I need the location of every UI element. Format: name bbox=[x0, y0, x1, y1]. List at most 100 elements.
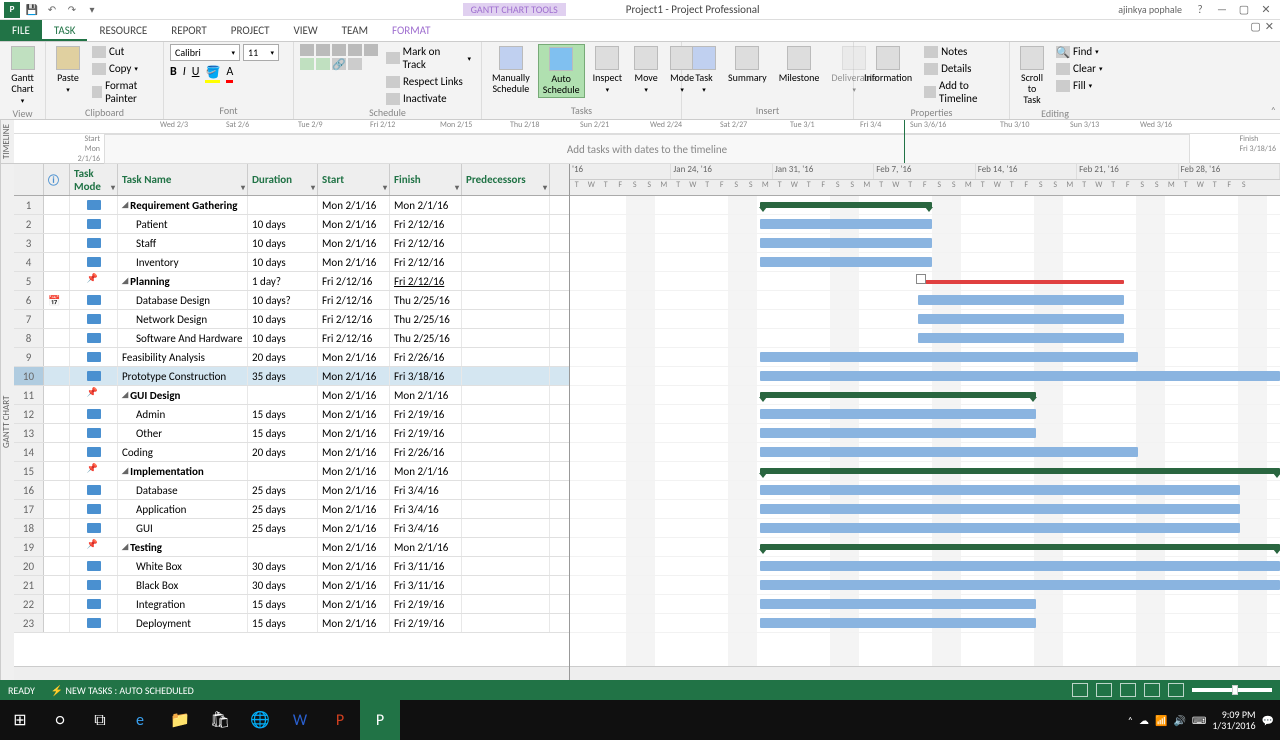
task-bar[interactable] bbox=[760, 447, 1138, 457]
undo-icon[interactable]: ↶ bbox=[44, 2, 60, 18]
task-bar[interactable] bbox=[760, 618, 1036, 628]
powerpoint-icon[interactable]: P bbox=[320, 700, 360, 740]
finish-cell[interactable]: Fri 3/4/16 bbox=[390, 500, 462, 518]
table-row[interactable]: 2Patient10 daysMon 2/1/16Fri 2/12/16 bbox=[14, 215, 569, 234]
row-number[interactable]: 15 bbox=[14, 462, 44, 480]
gantt-row[interactable] bbox=[570, 215, 1280, 234]
tray-volume-icon[interactable]: 🔊 bbox=[1173, 714, 1185, 727]
name-cell[interactable]: Application bbox=[118, 500, 248, 518]
gantt-row[interactable] bbox=[570, 481, 1280, 500]
mode-cell[interactable] bbox=[70, 234, 118, 252]
table-row[interactable]: 17Application25 daysMon 2/1/16Fri 3/4/16 bbox=[14, 500, 569, 519]
start-cell[interactable]: Mon 2/1/16 bbox=[318, 253, 390, 271]
table-row[interactable]: 11◢GUI DesignMon 2/1/16Mon 2/1/16 bbox=[14, 386, 569, 405]
start-cell[interactable]: Fri 2/12/16 bbox=[318, 291, 390, 309]
gantt-row[interactable] bbox=[570, 253, 1280, 272]
gantt-row[interactable] bbox=[570, 405, 1280, 424]
duration-cell[interactable]: 25 days bbox=[248, 481, 318, 499]
finish-cell[interactable]: Mon 2/1/16 bbox=[390, 196, 462, 214]
finish-cell[interactable]: Fri 2/19/16 bbox=[390, 405, 462, 423]
mode-cell[interactable] bbox=[70, 614, 118, 632]
inactivate-button[interactable]: Inactivate bbox=[382, 91, 475, 106]
chrome-icon[interactable]: 🌐 bbox=[240, 700, 280, 740]
task-bar[interactable] bbox=[760, 352, 1138, 362]
row-number[interactable]: 3 bbox=[14, 234, 44, 252]
finish-cell[interactable]: Fri 2/26/16 bbox=[390, 348, 462, 366]
duration-cell[interactable]: 20 days bbox=[248, 348, 318, 366]
name-header[interactable]: Task Name▾ bbox=[118, 164, 248, 195]
finish-cell[interactable]: Fri 3/11/16 bbox=[390, 557, 462, 575]
notes-button[interactable]: Notes bbox=[920, 44, 1003, 59]
pred-cell[interactable] bbox=[462, 215, 550, 233]
start-cell[interactable]: Fri 2/12/16 bbox=[318, 329, 390, 347]
row-number[interactable]: 23 bbox=[14, 614, 44, 632]
finish-cell[interactable]: Mon 2/1/16 bbox=[390, 386, 462, 404]
font-name-select[interactable]: Calibri▾ bbox=[170, 44, 240, 61]
finish-cell[interactable]: Fri 2/19/16 bbox=[390, 595, 462, 613]
qat-dropdown-icon[interactable]: ▾ bbox=[84, 2, 100, 18]
row-number[interactable]: 22 bbox=[14, 595, 44, 613]
table-row[interactable]: 9Feasibility Analysis20 daysMon 2/1/16Fr… bbox=[14, 348, 569, 367]
name-cell[interactable]: ◢Planning bbox=[118, 272, 248, 290]
task-button[interactable]: Task▾ bbox=[688, 44, 720, 96]
summary-bar[interactable] bbox=[760, 468, 1280, 474]
gantt-row[interactable] bbox=[570, 443, 1280, 462]
tray-up-icon[interactable]: ˄ bbox=[1128, 714, 1133, 727]
pct0-button[interactable] bbox=[300, 44, 314, 56]
tab-team[interactable]: TEAM bbox=[330, 20, 380, 41]
task-bar[interactable] bbox=[760, 238, 932, 248]
auto-schedule-button[interactable]: Auto Schedule bbox=[538, 44, 585, 98]
mode-cell[interactable] bbox=[70, 538, 118, 556]
status-newtasks[interactable]: ⚡ NEW TASKS : AUTO SCHEDULED bbox=[51, 684, 194, 697]
view-gantt-icon[interactable] bbox=[1072, 683, 1088, 697]
row-number[interactable]: 18 bbox=[14, 519, 44, 537]
table-row[interactable]: 15◢ImplementationMon 2/1/16Mon 2/1/16 bbox=[14, 462, 569, 481]
table-row[interactable]: 16Database25 daysMon 2/1/16Fri 3/4/16 bbox=[14, 481, 569, 500]
duration-cell[interactable]: 10 days bbox=[248, 215, 318, 233]
tab-file[interactable]: FILE bbox=[0, 20, 42, 41]
view-team-icon[interactable] bbox=[1120, 683, 1136, 697]
task-bar[interactable] bbox=[760, 599, 1036, 609]
pred-cell[interactable] bbox=[462, 424, 550, 442]
duration-cell[interactable]: 15 days bbox=[248, 424, 318, 442]
start-cell[interactable]: Mon 2/1/16 bbox=[318, 234, 390, 252]
start-cell[interactable]: Mon 2/1/16 bbox=[318, 538, 390, 556]
mark-on-track-button[interactable]: Mark on Track▾ bbox=[382, 44, 475, 72]
unlink-button[interactable] bbox=[348, 58, 362, 70]
close-icon[interactable]: ✕ bbox=[1256, 3, 1276, 16]
row-number[interactable]: 9 bbox=[14, 348, 44, 366]
finish-cell[interactable]: Thu 2/25/16 bbox=[390, 291, 462, 309]
table-row[interactable]: 14Coding20 daysMon 2/1/16Fri 2/26/16 bbox=[14, 443, 569, 462]
view-report-icon[interactable] bbox=[1168, 683, 1184, 697]
name-cell[interactable]: ◢Implementation bbox=[118, 462, 248, 480]
start-cell[interactable]: Mon 2/1/16 bbox=[318, 519, 390, 537]
bg-color-button[interactable]: 🪣 bbox=[205, 65, 220, 83]
pred-cell[interactable] bbox=[462, 405, 550, 423]
mode-cell[interactable] bbox=[70, 348, 118, 366]
duration-cell[interactable]: 1 day? bbox=[248, 272, 318, 290]
underline-button[interactable]: U bbox=[192, 65, 200, 83]
task-bar[interactable] bbox=[918, 295, 1124, 305]
gantt-row[interactable] bbox=[570, 557, 1280, 576]
start-cell[interactable]: Mon 2/1/16 bbox=[318, 557, 390, 575]
pred-cell[interactable] bbox=[462, 348, 550, 366]
gantt-row[interactable] bbox=[570, 538, 1280, 557]
name-cell[interactable]: Deployment bbox=[118, 614, 248, 632]
row-number[interactable]: 20 bbox=[14, 557, 44, 575]
mode-cell[interactable] bbox=[70, 557, 118, 575]
table-row[interactable]: 12Admin15 daysMon 2/1/16Fri 2/19/16 bbox=[14, 405, 569, 424]
manual-schedule-button[interactable]: Manually Schedule bbox=[488, 44, 534, 96]
table-row[interactable]: 6📅Database Design10 days?Fri 2/12/16Thu … bbox=[14, 291, 569, 310]
duration-cell[interactable] bbox=[248, 538, 318, 556]
duration-cell[interactable]: 20 days bbox=[248, 443, 318, 461]
summary-bar[interactable] bbox=[760, 544, 1280, 550]
tray-wifi-icon[interactable]: 📶 bbox=[1155, 714, 1167, 727]
pred-cell[interactable] bbox=[462, 234, 550, 252]
table-row[interactable]: 10Prototype Construction35 daysMon 2/1/1… bbox=[14, 367, 569, 386]
cut-button[interactable]: Cut bbox=[88, 44, 157, 59]
respect-links-button[interactable]: Respect Links bbox=[382, 74, 475, 89]
inspect-button[interactable]: Inspect▾ bbox=[589, 44, 627, 96]
finish-cell[interactable]: Mon 2/1/16 bbox=[390, 538, 462, 556]
name-cell[interactable]: Coding bbox=[118, 443, 248, 461]
duration-cell[interactable]: 25 days bbox=[248, 519, 318, 537]
